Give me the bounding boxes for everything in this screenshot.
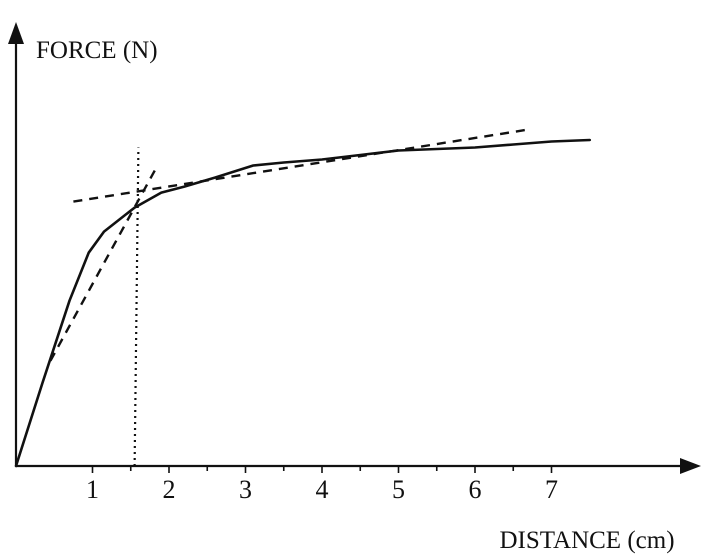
x-axis-ticks: 1 2 3 4 5 6 7 (86, 466, 558, 504)
y-axis-arrowhead (8, 22, 24, 44)
x-axis-arrowhead (680, 458, 701, 474)
force-curve (14, 138, 592, 468)
x-tick-label: 6 (469, 475, 482, 504)
intersection-vertical-line (133, 147, 140, 467)
y-axis-title: FORCE (N) (36, 37, 158, 64)
x-axis-title: DISTANCE (cm) (499, 527, 674, 554)
series-layer (14, 128, 592, 468)
x-tick-label: 7 (545, 475, 558, 504)
tangent-line (73, 128, 529, 203)
x-tick-label: 5 (392, 475, 405, 504)
x-tick-label: 3 (239, 475, 252, 504)
x-tick-label: 4 (316, 475, 329, 504)
tangent-line (49, 164, 159, 362)
x-tick-label: 2 (163, 475, 176, 504)
x-tick-label: 1 (86, 475, 99, 504)
